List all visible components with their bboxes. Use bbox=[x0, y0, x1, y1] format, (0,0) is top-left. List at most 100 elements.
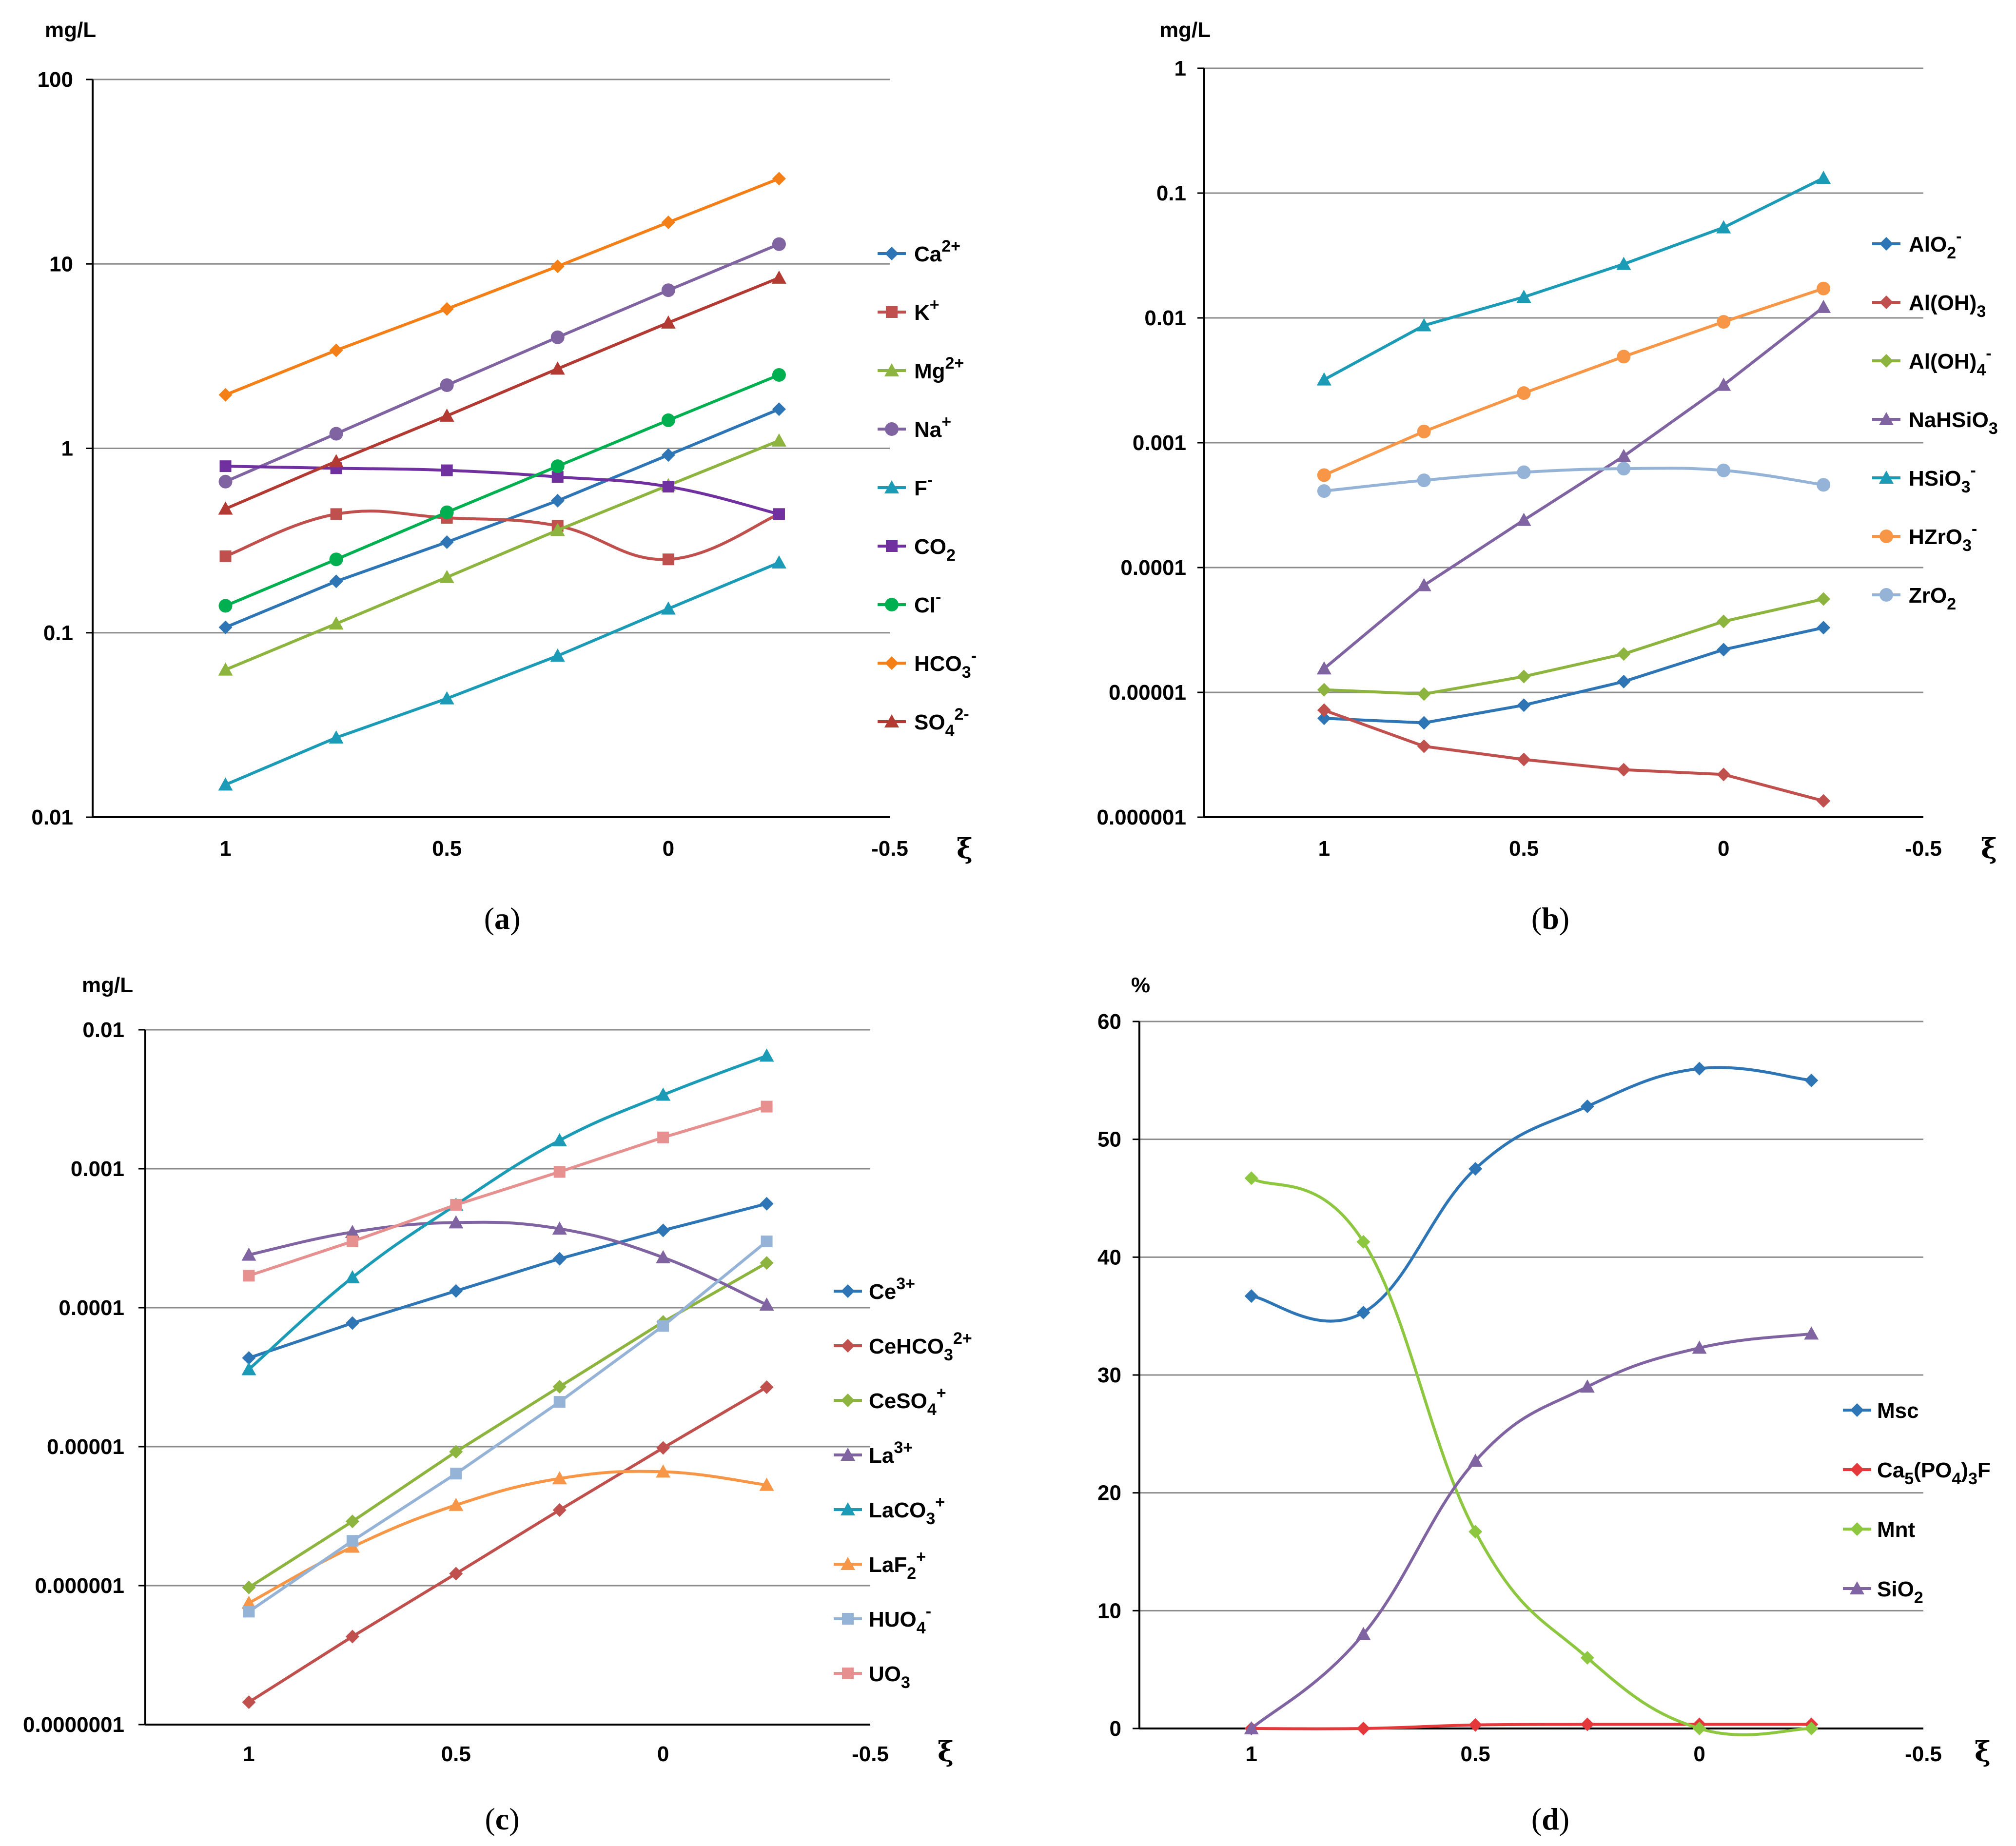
legend-label: CeHCO32+ bbox=[869, 1329, 972, 1364]
data-point bbox=[1692, 1722, 1706, 1735]
data-point bbox=[1468, 1453, 1483, 1467]
data-point bbox=[1580, 1379, 1595, 1393]
series-line bbox=[248, 1202, 767, 1359]
data-point bbox=[1416, 578, 1431, 591]
data-point bbox=[657, 1131, 669, 1143]
series-laf2 bbox=[241, 1464, 774, 1609]
y-tick-label: 0.000001 bbox=[35, 1574, 124, 1598]
series-hzro3 bbox=[1317, 281, 1831, 482]
y-tick-label: 0.1 bbox=[43, 621, 73, 645]
data-point bbox=[1417, 687, 1431, 701]
y-tick-label: 30 bbox=[1097, 1363, 1121, 1387]
series-na bbox=[218, 237, 786, 489]
data-point bbox=[760, 1380, 774, 1394]
y-tick-label: 0.1 bbox=[1156, 181, 1186, 205]
data-point bbox=[553, 1166, 566, 1178]
data-point bbox=[1516, 512, 1531, 526]
data-point bbox=[1580, 1717, 1594, 1731]
data-point bbox=[329, 574, 343, 589]
data-point bbox=[439, 408, 454, 422]
panel-caption: (d) bbox=[1531, 1802, 1569, 1836]
data-point bbox=[1517, 669, 1531, 684]
data-point bbox=[218, 388, 233, 402]
data-point bbox=[550, 648, 565, 662]
data-point bbox=[243, 1270, 255, 1282]
data-point bbox=[449, 1497, 464, 1511]
series-laco3 bbox=[241, 1048, 774, 1375]
legend-entry: Msc bbox=[1843, 1399, 1919, 1423]
data-point bbox=[1517, 386, 1531, 400]
series-line bbox=[225, 510, 780, 561]
data-point bbox=[1468, 1162, 1483, 1176]
legend-entry: Al(OH)4- bbox=[1872, 344, 1992, 379]
y-tick-label: 0.001 bbox=[1133, 431, 1186, 455]
data-point bbox=[243, 1606, 255, 1618]
data-point bbox=[656, 1087, 671, 1101]
legend-entry: Mnt bbox=[1843, 1518, 1916, 1542]
data-point bbox=[759, 1477, 774, 1491]
legend-entry: NaHSiO3 bbox=[1872, 408, 1998, 438]
legend-label: Ce3+ bbox=[869, 1275, 915, 1304]
data-point bbox=[1468, 1718, 1483, 1732]
series-mg2 bbox=[218, 433, 786, 676]
y-tick-label: 0.01 bbox=[31, 805, 73, 829]
data-point bbox=[329, 454, 344, 468]
y-tick-label: 0 bbox=[1110, 1717, 1121, 1741]
data-point bbox=[1717, 463, 1731, 477]
y-axis-unit: % bbox=[1131, 973, 1150, 997]
data-point bbox=[1817, 478, 1831, 492]
data-point bbox=[759, 1297, 774, 1311]
series-line bbox=[248, 1054, 767, 1371]
x-axis-label: ξ bbox=[1981, 833, 1997, 865]
series-nahsio3 bbox=[1316, 299, 1831, 675]
data-point bbox=[1716, 377, 1731, 391]
data-point bbox=[345, 1514, 359, 1529]
y-tick-label: 0.0001 bbox=[59, 1296, 124, 1320]
data-point bbox=[550, 361, 565, 375]
series-huo4 bbox=[243, 1236, 773, 1618]
legend-label: Msc bbox=[1877, 1399, 1919, 1423]
series-zro2 bbox=[1317, 462, 1831, 498]
legend-entry: Ce3+ bbox=[834, 1275, 915, 1304]
legend-entry: UO3 bbox=[834, 1662, 910, 1692]
y-axis-unit: mg/L bbox=[45, 18, 96, 42]
data-point bbox=[1617, 674, 1631, 688]
legend-marker bbox=[841, 1339, 855, 1353]
legend-label: LaF2+ bbox=[869, 1548, 926, 1583]
x-tick-label: -0.5 bbox=[871, 837, 908, 861]
legend-label: UO3 bbox=[869, 1662, 910, 1692]
data-point bbox=[1244, 1171, 1258, 1185]
x-tick-label: 1 bbox=[243, 1742, 254, 1766]
series-line bbox=[248, 1470, 767, 1605]
series-line bbox=[1323, 287, 1824, 477]
legend-marker bbox=[886, 306, 898, 318]
series-line bbox=[1251, 1066, 1812, 1323]
data-point bbox=[662, 553, 674, 566]
series-line bbox=[1251, 1723, 1812, 1730]
legend-entry: HZrO3- bbox=[1872, 520, 1977, 555]
series-cl bbox=[218, 368, 786, 613]
legend-label: SiO2 bbox=[1877, 1577, 1923, 1607]
legend-marker bbox=[1850, 1403, 1864, 1417]
y-tick-label: 1 bbox=[61, 437, 73, 461]
data-point bbox=[329, 427, 343, 441]
panel-caption: (c) bbox=[485, 1802, 519, 1836]
data-point bbox=[1692, 1061, 1706, 1076]
data-point bbox=[661, 601, 676, 615]
series-line bbox=[225, 408, 780, 629]
legend-label: Na+ bbox=[914, 412, 951, 442]
data-point bbox=[242, 1351, 256, 1365]
legend-marker bbox=[1879, 295, 1893, 309]
data-point bbox=[1356, 1722, 1370, 1735]
data-point bbox=[1817, 621, 1831, 635]
series-la3 bbox=[241, 1215, 774, 1311]
data-point bbox=[241, 1362, 256, 1375]
data-point bbox=[1316, 661, 1331, 675]
data-point bbox=[656, 1441, 670, 1455]
x-tick-label: 1 bbox=[1318, 837, 1330, 861]
y-tick-label: 1 bbox=[1174, 57, 1186, 80]
data-point bbox=[1816, 171, 1831, 184]
data-point bbox=[346, 1236, 358, 1248]
data-point bbox=[550, 459, 565, 473]
series-line bbox=[1324, 626, 1824, 725]
